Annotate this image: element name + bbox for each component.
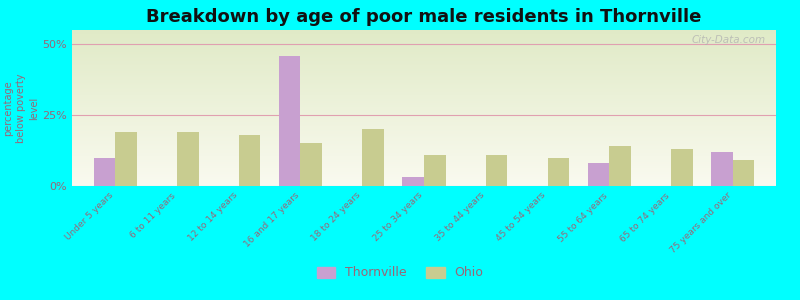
Bar [177, 132, 198, 186]
Bar [301, 143, 322, 186]
Bar [424, 155, 446, 186]
Y-axis label: percentage
below poverty
level: percentage below poverty level [3, 73, 40, 143]
Bar [362, 129, 384, 186]
Text: City-Data.com: City-Data.com [691, 35, 766, 45]
Bar [94, 158, 115, 186]
Bar [733, 160, 754, 186]
Bar [115, 132, 137, 186]
Title: Breakdown by age of poor male residents in Thornville: Breakdown by age of poor male residents … [146, 8, 702, 26]
Bar [402, 178, 424, 186]
Legend: Thornville, Ohio: Thornville, Ohio [312, 262, 488, 284]
Bar [279, 56, 301, 186]
Bar [588, 163, 610, 186]
Bar [711, 152, 733, 186]
Bar [610, 146, 631, 186]
Bar [547, 158, 569, 186]
Bar [238, 135, 260, 186]
Bar [486, 155, 507, 186]
Bar [671, 149, 693, 186]
